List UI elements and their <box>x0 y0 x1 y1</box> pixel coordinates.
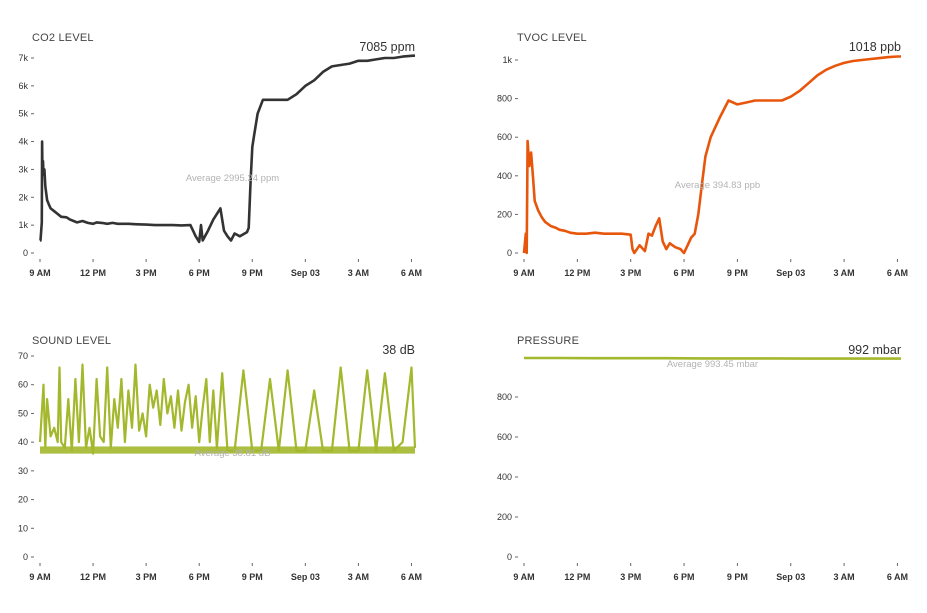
pressure-ytick-label: 600 <box>497 432 512 442</box>
tvoc-xtick-label: 6 PM <box>674 268 695 278</box>
tvoc-xtick-label: 6 AM <box>887 268 908 278</box>
sound-ytick-label: 20 <box>18 495 28 505</box>
tvoc-xtick-label: 3 PM <box>620 268 641 278</box>
tvoc-title: TVOC LEVEL <box>517 32 587 44</box>
co2-current-value: 7085 ppm <box>359 40 415 54</box>
co2-ytick-label: 0 <box>23 248 28 258</box>
pressure-ytick-label: 400 <box>497 472 512 482</box>
sound-ytick-label: 10 <box>18 523 28 533</box>
pressure-xtick-label: 12 PM <box>564 572 590 582</box>
pressure-xtick-label: 6 PM <box>674 572 695 582</box>
co2-xtick-label: 9 AM <box>29 268 50 278</box>
pressure-title: PRESSURE <box>517 335 579 347</box>
tvoc-current-value: 1018 ppb <box>849 40 901 54</box>
co2-ytick-label: 4k <box>18 137 28 147</box>
pressure-xtick-label: 3 AM <box>834 572 855 582</box>
pressure-ytick-label: 200 <box>497 512 512 522</box>
co2-ytick-label: 6k <box>18 81 28 91</box>
co2-ytick-label: 2k <box>18 192 28 202</box>
sound-chart: SOUND LEVEL 38 dB 0 10 20 30 40 50 60 70 9 AM 12 PM… <box>0 306 463 613</box>
tvoc-xtick-label: 3 AM <box>834 268 855 278</box>
pressure-chart-svg: PRESSURE 992 mbar 0 200 400 600 800 9 AM 12 PM 3 … <box>497 335 908 582</box>
tvoc-chart-svg: TVOC LEVEL 1018 ppb 0 200 400 600 800 1k 9 AM 12 … <box>497 32 908 278</box>
sound-ytick-label: 0 <box>23 552 28 562</box>
sound-xtick-label: 3 PM <box>136 572 157 582</box>
co2-chart-svg: CO2 LEVEL 7085 ppm 0 1k 2k 3k 4k 5k 6k 7k 9 AM 12 P… <box>18 32 422 278</box>
co2-xtick-label: 12 PM <box>80 268 106 278</box>
tvoc-xtick-label: 9 PM <box>727 268 748 278</box>
pressure-xtick-label: 6 AM <box>887 572 908 582</box>
tvoc-xtick-label: Sep 03 <box>776 268 805 278</box>
co2-ytick-label: 5k <box>18 109 28 119</box>
sound-current-value: 38 dB <box>382 343 415 357</box>
sound-noise-floor-band <box>40 446 415 454</box>
sound-xtick-label: 9 AM <box>29 572 50 582</box>
tvoc-ytick-label: 1k <box>502 55 512 65</box>
tvoc-ytick-label: 400 <box>497 171 512 181</box>
pressure-chart: PRESSURE 992 mbar 0 200 400 600 800 9 AM 12 PM 3 … <box>464 306 927 613</box>
sound-ytick-label: 60 <box>18 380 28 390</box>
tvoc-ytick-label: 800 <box>497 94 512 104</box>
co2-title: CO2 LEVEL <box>32 32 94 44</box>
co2-ytick-label: 1k <box>18 220 28 230</box>
co2-series-line <box>39 54 416 244</box>
tvoc-xtick-label: 9 AM <box>513 268 534 278</box>
sound-xtick-label: 12 PM <box>80 572 106 582</box>
pressure-xtick-label: 3 PM <box>620 572 641 582</box>
tvoc-xtick-label: 12 PM <box>564 268 590 278</box>
sound-title: SOUND LEVEL <box>32 335 111 347</box>
sound-xtick-label: 9 PM <box>242 572 263 582</box>
sound-ytick-label: 50 <box>18 408 28 418</box>
co2-xtick-label: Sep 03 <box>291 268 320 278</box>
pressure-ytick-label: 0 <box>507 552 512 562</box>
co2-xtick-label: 3 PM <box>136 268 157 278</box>
sound-series-line <box>38 363 417 455</box>
sound-chart-svg: SOUND LEVEL 38 dB 0 10 20 30 40 50 60 70 9 AM 12 PM… <box>18 335 422 582</box>
sound-ytick-label: 40 <box>18 437 28 447</box>
tvoc-average-label: Average 394.83 ppb <box>675 180 760 191</box>
sound-xtick-label: Sep 03 <box>291 572 320 582</box>
pressure-xtick-label: 9 PM <box>727 572 748 582</box>
co2-ytick-label: 3k <box>18 164 28 174</box>
co2-xtick-label: 3 AM <box>348 268 369 278</box>
co2-ytick-label: 7k <box>18 53 28 63</box>
pressure-current-value: 992 mbar <box>848 343 901 357</box>
sound-xtick-label: 6 PM <box>189 572 210 582</box>
pressure-xtick-label: Sep 03 <box>776 572 805 582</box>
co2-xtick-label: 6 PM <box>189 268 210 278</box>
pressure-series-line <box>524 356 901 360</box>
tvoc-ytick-label: 200 <box>497 209 512 219</box>
pressure-xtick-label: 9 AM <box>513 572 534 582</box>
co2-chart: CO2 LEVEL 7085 ppm 0 1k 2k 3k 4k 5k 6k 7k 9 AM 12 P… <box>0 0 463 306</box>
sound-xtick-label: 6 AM <box>401 572 422 582</box>
tvoc-ytick-label: 0 <box>507 248 512 258</box>
pressure-ytick-label: 800 <box>497 392 512 402</box>
tvoc-ytick-label: 600 <box>497 132 512 142</box>
sound-average-label: Average 38.81 dB <box>195 448 271 459</box>
co2-average-label: Average 2995.24 ppm <box>186 173 279 184</box>
tvoc-series-line <box>522 55 901 255</box>
sound-ytick-label: 30 <box>18 466 28 476</box>
co2-xtick-label: 6 AM <box>401 268 422 278</box>
pressure-average-label: Average 993.45 mbar <box>667 359 758 370</box>
sound-xtick-label: 3 AM <box>348 572 369 582</box>
tvoc-chart: TVOC LEVEL 1018 ppb 0 200 400 600 800 1k 9 AM 12 … <box>464 0 927 306</box>
sound-ytick-label: 70 <box>18 351 28 361</box>
co2-xtick-label: 9 PM <box>242 268 263 278</box>
